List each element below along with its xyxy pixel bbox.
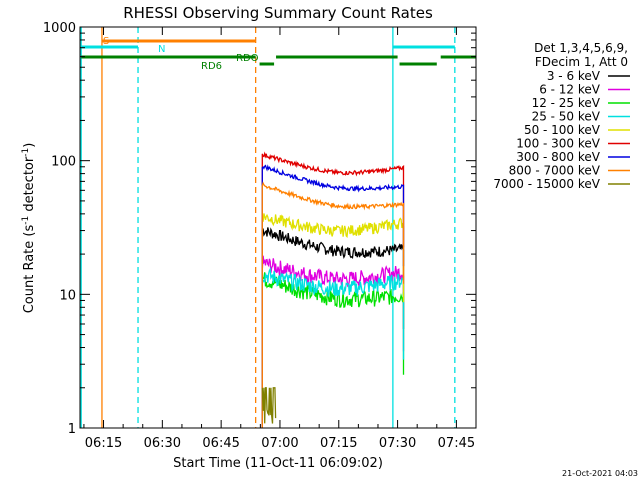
legend-header-line-1: Det 1,3,4,5,6,9, [534, 41, 628, 55]
x-tick-label-4: 07:15 [320, 436, 357, 451]
plot-frame [79, 26, 477, 429]
y-axis-label-sup2: -1 [21, 148, 31, 157]
x-tick-label-0: 06:15 [85, 436, 122, 451]
series-lines [261, 151, 405, 428]
y-axis-label-mid: detector [22, 156, 37, 216]
series-line-7 [261, 181, 405, 428]
series-line-8 [261, 387, 277, 424]
x-tick-label-6: 07:45 [438, 436, 475, 451]
y-axis-label-end: ) [22, 143, 37, 148]
legend-label-7: 800 - 7000 keV [509, 164, 601, 178]
annotation-n: N [158, 44, 165, 55]
chart-title: RHESSI Observing Summary Count Rates [123, 4, 433, 22]
series-line-3 [261, 266, 405, 428]
y-axis-label: Count Rate (s-1 detector-1) [21, 143, 37, 314]
legend-label-3: 25 - 50 keV [532, 110, 601, 124]
legend-label-5: 100 - 300 keV [516, 137, 600, 151]
y-tick-label-2: 100 [51, 155, 76, 170]
legend-label-6: 300 - 800 keV [516, 150, 600, 164]
y-tick-label-1: 10 [59, 288, 76, 303]
legend-label-2: 12 - 25 keV [532, 96, 601, 110]
legend-label-0: 3 - 6 keV [547, 69, 601, 83]
x-tick-label-2: 06:45 [202, 436, 239, 451]
x-tick-label-3: 07:00 [261, 436, 298, 451]
y-axis-label-main: Count Rate (s [22, 225, 37, 314]
series-line-1 [261, 255, 405, 428]
timestamp: 21-Oct-2021 04:03 [562, 469, 638, 478]
x-tick-label-1: 06:30 [144, 436, 181, 451]
axis-ticks: 06:15 06:30 06:45 07:00 07:15 07:30 07:45 1 10 10… [43, 21, 477, 451]
series-line-2 [261, 272, 405, 428]
series-line-0 [261, 227, 405, 428]
legend-header-line-2: FDecim 1, Att 0 [535, 55, 628, 69]
legend-label-1: 6 - 12 keV [539, 83, 601, 97]
x-axis-label: Start Time (11-Oct-11 06:09:02) [173, 456, 383, 471]
annotation-rdo: RDO [236, 53, 259, 64]
y-tick-label-0: 1 [68, 422, 76, 437]
y-axis-label-sup1: -1 [21, 216, 31, 225]
x-tick-label-5: 07:30 [379, 436, 416, 451]
annotation-rd6: RD6 [201, 61, 222, 72]
legend-label-8: 7000 - 15000 keV [493, 177, 600, 191]
annotation-s: S [103, 36, 109, 47]
series-line-6 [261, 164, 405, 428]
legend-label-4: 50 - 100 keV [524, 123, 601, 137]
series-line-5 [261, 151, 405, 428]
y-tick-label-3: 1000 [43, 21, 76, 36]
series-line-4 [261, 213, 405, 428]
state-indicators [80, 27, 476, 428]
